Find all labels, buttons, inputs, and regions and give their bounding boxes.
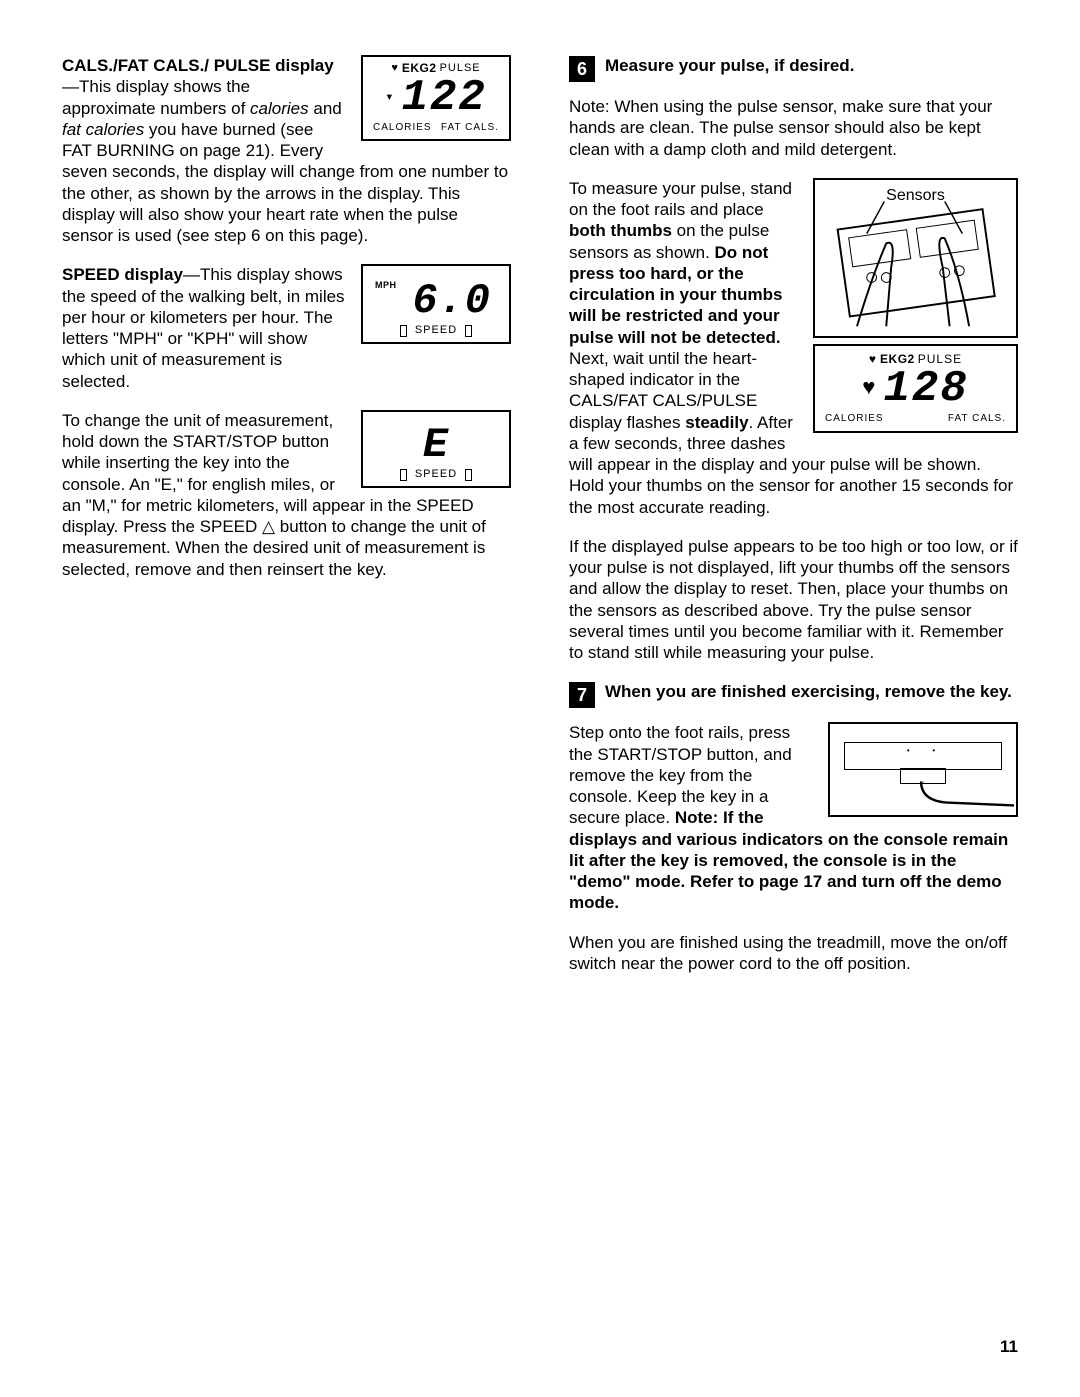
- key-figure: • • ◦: [828, 722, 1018, 817]
- step-7-header: 7 When you are finished exercising, remo…: [569, 681, 1018, 708]
- step-6-title: Measure your pulse, if desired.: [605, 55, 1018, 82]
- pulse-value: 128: [883, 367, 968, 411]
- fatcals-label: FAT CALS.: [441, 122, 499, 135]
- unit-value: E: [371, 424, 501, 466]
- speed-label-2: SPEED: [415, 468, 457, 482]
- calories-value: 122: [402, 76, 487, 120]
- sensor-illustration: Sensors: [813, 178, 1018, 338]
- sensor-figure: Sensors: [813, 178, 1018, 434]
- speed-label: SPEED: [415, 324, 457, 338]
- speed-lcd-figure: MPH 6.0 SPEED: [361, 264, 511, 344]
- step-6-badge: 6: [569, 56, 595, 82]
- heart-icon-filled: ♥: [862, 378, 877, 400]
- unit-lcd-figure: E SPEED: [361, 410, 511, 488]
- step-6-header: 6 Measure your pulse, if desired.: [569, 55, 1018, 82]
- step-7-badge: 7: [569, 682, 595, 708]
- step6-note: Note: When using the pulse sensor, make …: [569, 96, 1018, 160]
- mph-label: MPH: [375, 280, 397, 291]
- left-column: ♥ EKG2 PULSE ▾ 122 CALORIES FAT CALS. CA…: [62, 55, 511, 992]
- step-7-title: When you are finished exercising, remove…: [605, 681, 1018, 708]
- heart-icon: ♥: [869, 352, 877, 367]
- step6-troubleshoot: If the displayed pulse appears to be too…: [569, 536, 1018, 664]
- heart-icon: ♥: [391, 62, 399, 76]
- right-column: 6 Measure your pulse, if desired. Note: …: [569, 55, 1018, 992]
- sensor-lcd: ♥ EKG2 PULSE ♥ 128 CALORIES FAT CALS.: [813, 344, 1018, 434]
- calories-label: CALORIES: [373, 122, 432, 135]
- step7-finish: When you are finished using the treadmil…: [569, 932, 1018, 975]
- calories-lcd-figure: ♥ EKG2 PULSE ▾ 122 CALORIES FAT CALS.: [361, 55, 511, 141]
- page-number: 11: [1000, 1336, 1018, 1357]
